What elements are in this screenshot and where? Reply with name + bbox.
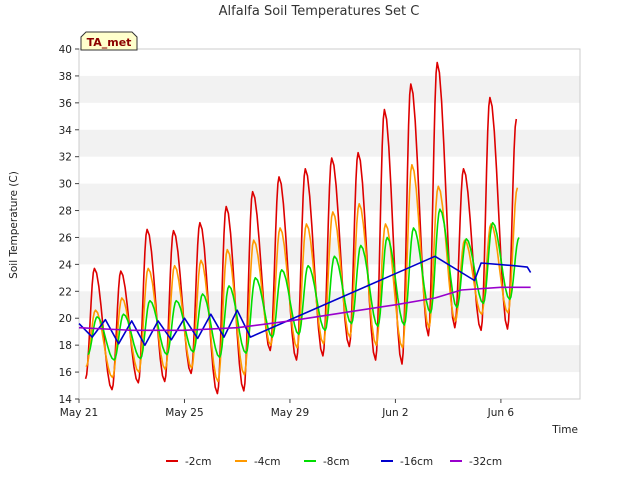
x-axis-ticks: May 21 May 25 May 29 Jun 2 Jun 6 (60, 399, 515, 419)
legend-label: -16cm (400, 456, 433, 468)
chart-title: Alfalfa Soil Temperatures Set C (219, 4, 420, 19)
y-tick-label: 28 (59, 206, 72, 218)
legend-label: -8cm (323, 456, 349, 468)
grid-band (79, 345, 580, 373)
grid-band (79, 129, 580, 157)
badge-label: TA_met (87, 36, 132, 49)
legend-label: -2cm (185, 456, 211, 468)
series-layer (78, 61, 532, 395)
y-axis-ticks: 14 16 18 20 22 24 26 28 30 32 34 36 38 40 (59, 44, 79, 406)
y-tick-label: 26 (59, 232, 73, 244)
y-tick-label: 22 (59, 286, 72, 298)
x-tick-label: Jun 2 (381, 407, 408, 419)
y-tick-label: 34 (59, 125, 73, 137)
y-tick-label: 16 (59, 367, 73, 379)
y-tick-label: 18 (59, 340, 72, 352)
legend-label: -32cm (469, 456, 502, 468)
x-tick-label: May 29 (271, 407, 309, 419)
legend-label: -4cm (254, 456, 280, 468)
series-line-m8cm (87, 208, 520, 361)
x-axis-title: Time (551, 424, 578, 436)
y-axis-title: Soil Temperature (C) (8, 171, 20, 279)
ta-met-badge: TA_met (80, 31, 138, 51)
series-line-m16cm (78, 255, 532, 346)
badge-box (80, 31, 138, 51)
y-tick-label: 24 (59, 259, 73, 271)
x-tick-label: May 21 (60, 407, 98, 419)
y-tick-label: 30 (59, 179, 72, 191)
x-tick-label: May 25 (165, 407, 203, 419)
y-tick-label: 38 (59, 71, 72, 83)
y-tick-label: 20 (59, 313, 72, 325)
x-tick-label: Jun 6 (487, 407, 515, 419)
y-tick-label: 40 (59, 44, 72, 56)
series-line-m2cm (84, 61, 518, 395)
y-tick-label: 36 (59, 98, 73, 110)
y-tick-label: 32 (59, 152, 72, 164)
y-tick-label: 14 (59, 394, 73, 406)
plot-frame (78, 48, 581, 400)
legend: -2cm -4cm -8cm -16cm -32cm (166, 456, 502, 468)
series-line-m32cm (78, 286, 531, 332)
grid-band (79, 75, 580, 103)
